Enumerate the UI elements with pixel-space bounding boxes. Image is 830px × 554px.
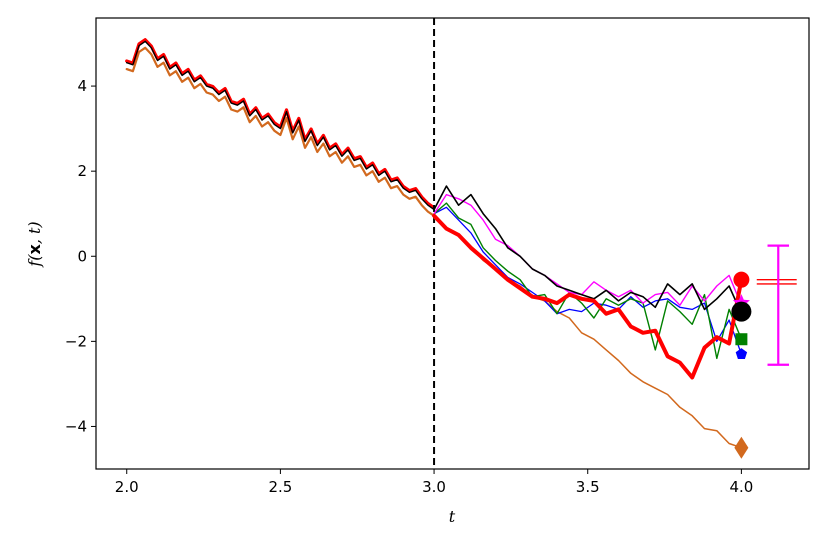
history-line-black [125,40,435,211]
x-tick-label: 2.0 [115,478,139,496]
y-tick-label: 0 [77,247,87,265]
axis-ticks: 2.0 2.5 3.0 3.5 4.0 −4 −2 0 2 4 [65,77,753,496]
y-axis-label: f(x, t) [25,221,44,267]
x-tick-label: 2.5 [268,478,292,496]
x-tick-label: 3.5 [576,478,600,496]
forecast-line-1 [433,193,743,306]
forecast-line-0 [433,185,743,315]
x-tick-label: 4.0 [729,478,753,496]
x-axis-label: t [449,507,456,526]
y-tick-label: 4 [77,77,87,95]
axes-frame [95,17,810,470]
forecast-line-2 [433,206,743,355]
history-line-orange [125,46,436,217]
y-tick-label: −2 [65,332,87,350]
y-tick-label: −4 [65,417,87,435]
plot-area [125,18,797,469]
marker-circle-0 [733,271,750,288]
marker-diamond-5 [734,436,749,459]
forecast-line-4 [432,213,744,380]
forecast-line-3 [433,202,743,360]
marker-square-3 [735,333,748,346]
marker-circle-2 [731,301,752,322]
forecast-line-5 [433,217,743,449]
y-tick-label: 2 [77,162,87,180]
x-tick-label: 3.0 [422,478,446,496]
marker-pentagon-4 [735,348,748,359]
